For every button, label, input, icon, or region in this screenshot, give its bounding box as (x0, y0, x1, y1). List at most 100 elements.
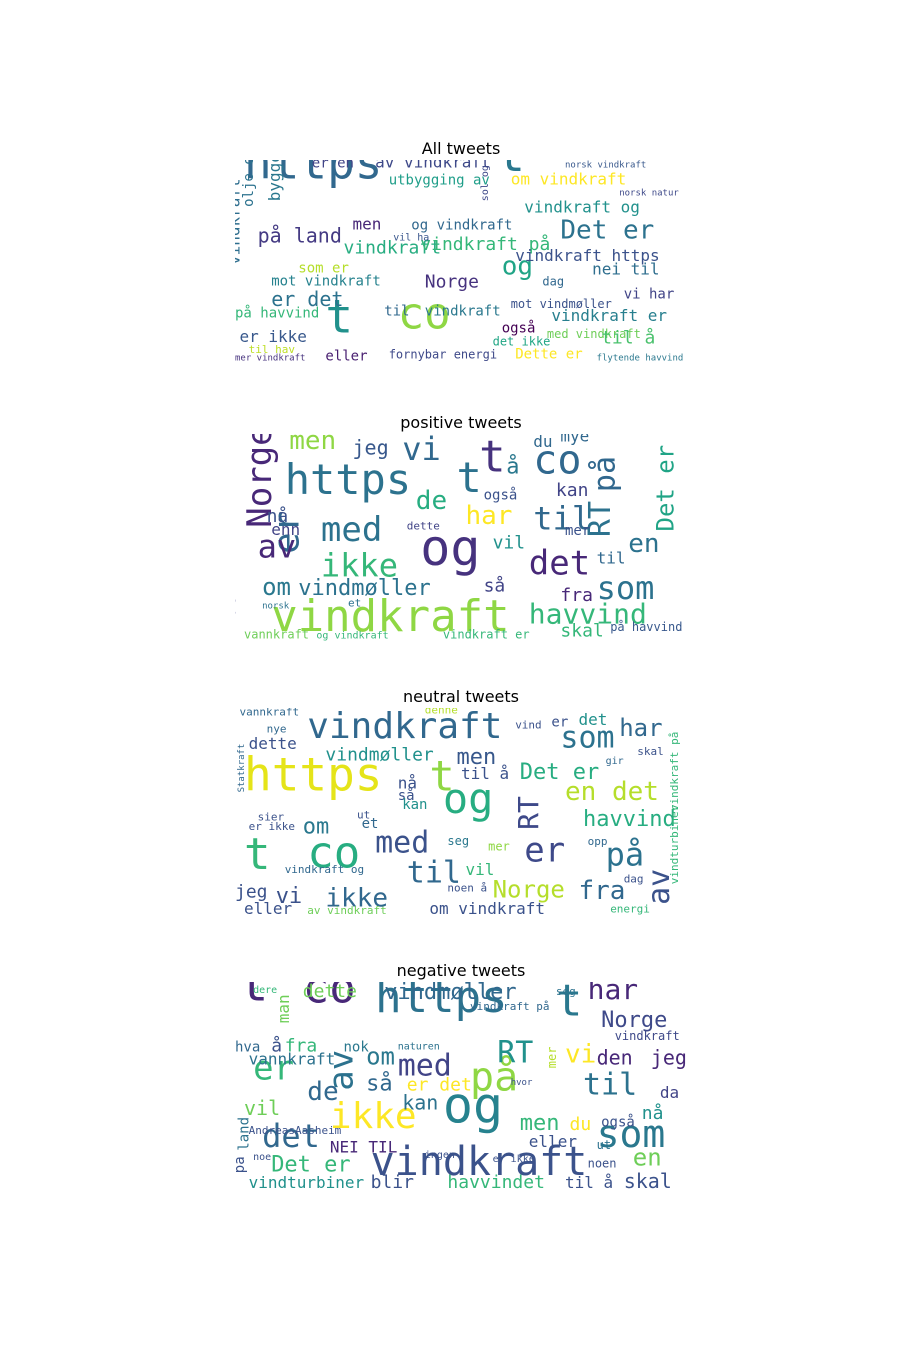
cloud-word: sol og (480, 165, 491, 201)
cloud-word: den (597, 1046, 633, 1070)
cloud-word: vindkraft (271, 591, 509, 642)
cloud-word: https (375, 982, 507, 1023)
cloud-word: av (642, 869, 677, 905)
cloud-word: energi (610, 902, 650, 915)
cloud-word: ut (597, 1138, 611, 1152)
cloud-word: på havvind (610, 620, 682, 634)
cloud-word: AndreasAasheim (249, 1124, 342, 1137)
cloud-word: fra (560, 585, 593, 606)
cloud-word: og (443, 774, 494, 823)
cloud-word: med (375, 825, 429, 860)
panel-title-all: All tweets (421, 139, 501, 158)
cloud-word: t (457, 453, 482, 502)
cloud-word: til (583, 1068, 637, 1103)
cloud-word: vindmøller (298, 576, 430, 601)
cloud-word: på (606, 836, 645, 874)
cloud-word: vindkraft og (524, 198, 640, 217)
cloud-word: https (285, 455, 411, 504)
panel-title-positive: positive tweets (400, 413, 522, 432)
cloud-word: olje og (241, 160, 257, 207)
cloud-word: vindkraft (371, 1139, 588, 1185)
cloud-word: vindkraft på (668, 732, 681, 811)
cloud-word: skal (624, 1169, 672, 1193)
cloud-word: du (570, 1114, 592, 1135)
cloud-word: dag (542, 275, 564, 289)
cloud-word: er (266, 511, 307, 554)
cloud-word: vindkraft er (615, 1029, 687, 1043)
cloud-word: er (253, 1049, 294, 1089)
cloud-word: vindkraft (425, 304, 501, 320)
cloud-word: Det er (651, 445, 679, 532)
cloud-word: eller (244, 899, 293, 918)
cloud-word: ut (357, 809, 370, 822)
cloud-word: skal (637, 745, 664, 758)
cloud-word: jeg (651, 1046, 687, 1070)
cloud-word: Det er (520, 760, 599, 785)
cloud-word: man (274, 994, 293, 1023)
cloud-word: nå (398, 774, 417, 793)
cloud-word: https (244, 748, 382, 802)
cloud-word: vil (466, 860, 495, 879)
cloud-word: denne (425, 708, 458, 717)
cloud-word: t (244, 829, 271, 880)
cloud-word: til (597, 548, 626, 567)
cloud-word: nå (642, 1103, 664, 1124)
cloud-word: t (240, 982, 269, 1013)
cloud-word: vindmøller (384, 982, 516, 1005)
cloud-word: Dette er (515, 347, 582, 363)
cloud-word: opp (588, 835, 608, 848)
cloud-word: kan (556, 480, 589, 501)
cloud-word: Norge (240, 434, 280, 528)
cloud-word: vindkraft er (551, 306, 667, 325)
cloud-word: naturen (398, 1042, 440, 1053)
cloud-word: de (416, 486, 447, 516)
cloud-word: fra (285, 1035, 318, 1056)
cloud-word: noe (253, 1152, 271, 1163)
cloud-word: nå (267, 506, 289, 527)
cloud-word: den (235, 585, 240, 618)
cloud-word: co (533, 437, 581, 483)
cloud-word: er (524, 831, 565, 871)
cloud-word: nye (267, 722, 287, 735)
cloud-word: av vindkraft (375, 160, 491, 172)
cloud-word: er en (312, 160, 354, 172)
cloud-word: vannkraft (249, 1050, 336, 1069)
cloud-word: til (533, 500, 591, 538)
wordcloud-negative: t co https t og på vindkraft som er ikke det av om me… (235, 982, 687, 1200)
cloud-word: vindkraft https (515, 246, 660, 265)
cloud-word: RT (583, 501, 618, 537)
cloud-word: RT (497, 1036, 533, 1071)
cloud-word: t (556, 982, 583, 1027)
cloud-word: om (366, 1043, 395, 1071)
cloud-word: å (506, 453, 519, 479)
cloud-word: kan (402, 1091, 438, 1115)
cloud-word: vi (565, 1040, 596, 1070)
cloud-word: fornybar energi (389, 348, 497, 362)
cloud-word: Norge (601, 1008, 667, 1033)
cloud-word: men (457, 745, 497, 770)
cloud-word: seg (447, 834, 469, 848)
cloud-word: det (579, 710, 608, 729)
cloud-word: norsk vindkraft (565, 161, 646, 171)
cloud-word: de (307, 1077, 338, 1107)
cloud-word: er (551, 715, 568, 731)
cloud-word: co (398, 289, 451, 340)
cloud-word: vindkraft (344, 238, 442, 259)
cloud-word: med vindkraft (547, 327, 641, 341)
cloud-word: vindkraft på (470, 1000, 549, 1013)
cloud-word: gir (606, 756, 624, 767)
cloud-word: https (244, 160, 382, 190)
cloud-word: enn (271, 520, 300, 539)
cloud-word: også (484, 487, 518, 504)
cloud-word: til hav (249, 343, 296, 356)
cloud-word: er det (271, 287, 343, 311)
cloud-word: en det (565, 777, 659, 807)
cloud-word: norsk (262, 601, 290, 611)
cloud-word: hvor (511, 1078, 533, 1088)
cloud-word: vindturbiner (668, 804, 681, 884)
cloud-word: det ikke (493, 335, 551, 349)
cloud-word: sier (258, 811, 285, 824)
cloud-word: på (588, 456, 623, 492)
cloud-word: men (353, 214, 382, 233)
